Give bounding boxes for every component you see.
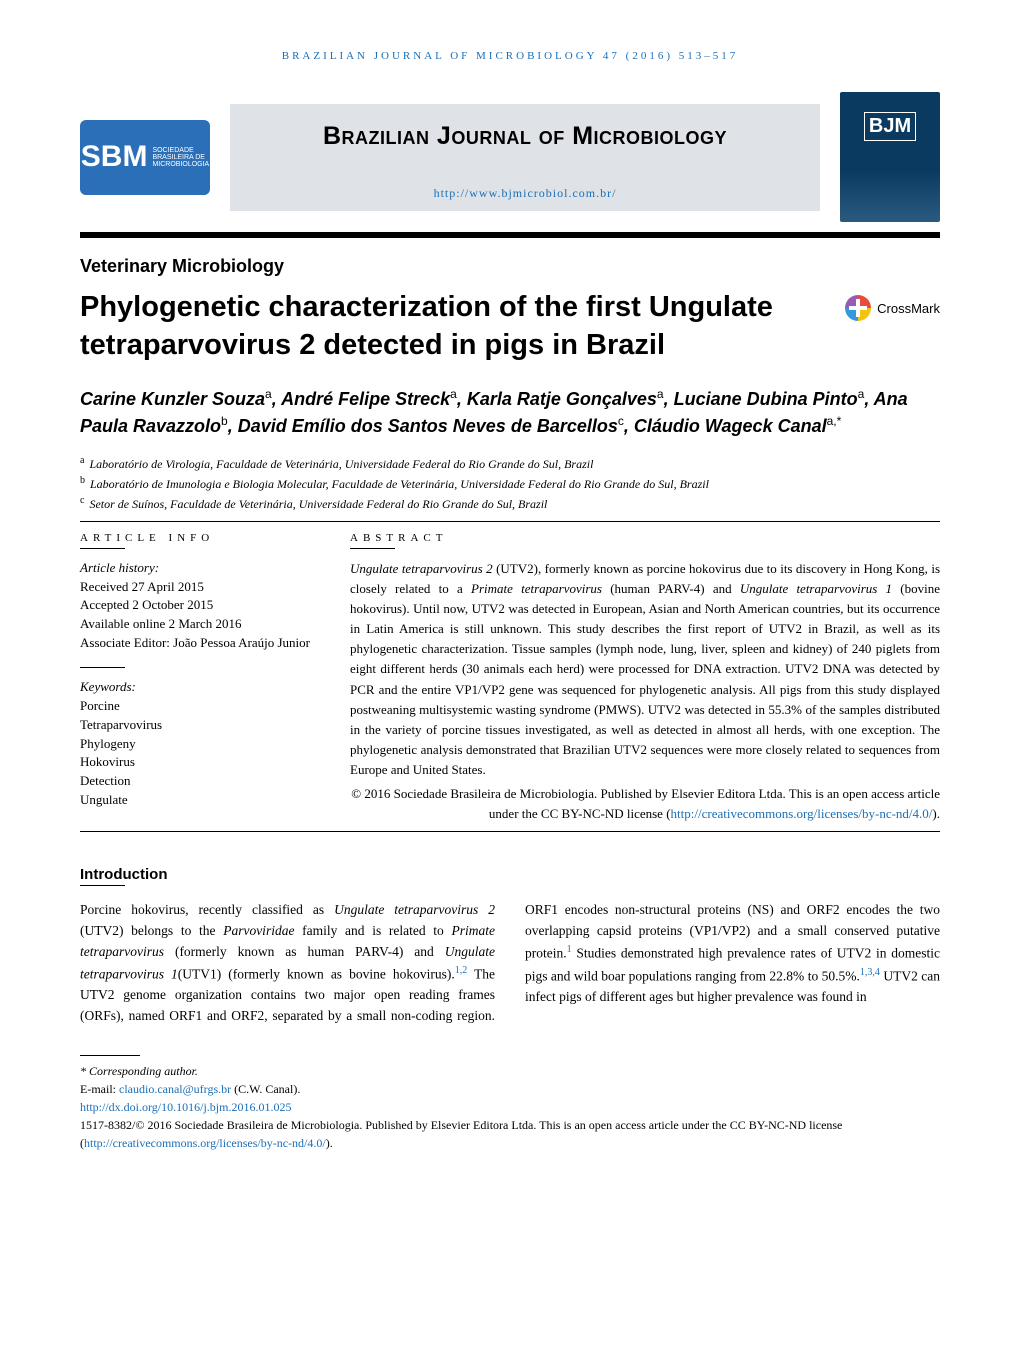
abstract-head: ABSTRACT <box>350 532 940 544</box>
license-link[interactable]: http://creativecommons.org/licenses/by-n… <box>84 1136 326 1150</box>
abstract-col: ABSTRACT Ungulate tetraparvovirus 2 (UTV… <box>350 532 940 824</box>
history-line: Associate Editor: João Pessoa Araújo Jun… <box>80 634 310 653</box>
article-info-col: ARTICLE INFO Article history: Received 2… <box>80 532 310 824</box>
issn-copyright: 1517-8382/© 2016 Sociedade Brasileira de… <box>80 1116 940 1152</box>
short-rule <box>80 667 125 668</box>
masthead: SBM SOCIEDADE BRASILEIRA DE MICROBIOLOGI… <box>80 92 940 222</box>
keyword: Tetraparvovirus <box>80 716 310 735</box>
journal-cover-thumb: BJM <box>840 92 940 222</box>
crossmark-icon <box>845 295 871 321</box>
short-rule <box>350 548 395 549</box>
title-row: Phylogenetic characterization of the fir… <box>80 289 940 364</box>
section-label: Veterinary Microbiology <box>80 256 940 277</box>
body-section: Introduction Porcine hokovirus, recently… <box>80 866 940 1027</box>
thick-rule <box>80 232 940 238</box>
sbm-logo-main: SBM <box>81 140 148 174</box>
journal-banner: Brazilian Journal of Microbiology http:/… <box>230 104 820 211</box>
history-line: Accepted 2 October 2015 <box>80 596 310 615</box>
doi-link[interactable]: http://dx.doi.org/10.1016/j.bjm.2016.01.… <box>80 1100 291 1114</box>
footnotes: * Corresponding author. E-mail: claudio.… <box>80 1055 940 1152</box>
crossmark-badge[interactable]: CrossMark <box>845 295 940 321</box>
keyword: Porcine <box>80 697 310 716</box>
keywords-label: Keywords: <box>80 678 310 697</box>
sbm-logo-sub: SOCIEDADE BRASILEIRA DE MICROBIOLOGIA <box>152 147 209 168</box>
running-head: BRAZILIAN JOURNAL OF MICROBIOLOGY 47 (20… <box>80 50 940 62</box>
foot-rule <box>80 1055 140 1056</box>
article-history: Article history: Received 27 April 2015 … <box>80 559 310 653</box>
sbm-logo: SBM SOCIEDADE BRASILEIRA DE MICROBIOLOGI… <box>80 120 210 195</box>
history-label: Article history: <box>80 559 310 578</box>
article-title: Phylogenetic characterization of the fir… <box>80 289 825 364</box>
intro-heading: Introduction <box>80 866 940 883</box>
keyword: Ungulate <box>80 791 310 810</box>
history-line: Available online 2 March 2016 <box>80 615 310 634</box>
authors: Carine Kunzler Souzaa, André Felipe Stre… <box>80 386 940 438</box>
abstract-text: Ungulate tetraparvovirus 2 (UTV2), forme… <box>350 559 940 781</box>
journal-url-link[interactable]: http://www.bjmicrobiol.com.br/ <box>250 186 800 201</box>
keyword: Detection <box>80 772 310 791</box>
citation-ref[interactable]: 1,2 <box>455 965 468 976</box>
license-link[interactable]: http://creativecommons.org/licenses/by-n… <box>671 806 933 821</box>
affiliations: a Laboratório de Virologia, Faculdade de… <box>80 453 940 513</box>
cover-label: BJM <box>864 112 916 141</box>
thin-rule <box>80 521 940 522</box>
corresponding-email: E-mail: claudio.canal@ufrgs.br (C.W. Can… <box>80 1080 940 1098</box>
citation-ref[interactable]: 1,3,4 <box>860 967 880 978</box>
keyword: Hokovirus <box>80 753 310 772</box>
crossmark-label: CrossMark <box>877 301 940 316</box>
keywords-block: Keywords: Porcine Tetraparvovirus Phylog… <box>80 678 310 810</box>
thin-rule <box>80 831 940 832</box>
short-rule <box>80 548 125 549</box>
copyright-text: © 2016 Sociedade Brasileira de Microbiol… <box>350 784 940 823</box>
history-line: Received 27 April 2015 <box>80 578 310 597</box>
corresponding-author: * Corresponding author. <box>80 1062 940 1080</box>
article-info-head: ARTICLE INFO <box>80 532 310 544</box>
keyword: Phylogeny <box>80 735 310 754</box>
email-link[interactable]: claudio.canal@ufrgs.br <box>119 1082 231 1096</box>
intro-text: Porcine hokovirus, recently classified a… <box>80 900 940 1027</box>
info-abstract-row: ARTICLE INFO Article history: Received 2… <box>80 532 940 824</box>
journal-name: Brazilian Journal of Microbiology <box>250 122 800 151</box>
short-rule <box>80 885 125 886</box>
